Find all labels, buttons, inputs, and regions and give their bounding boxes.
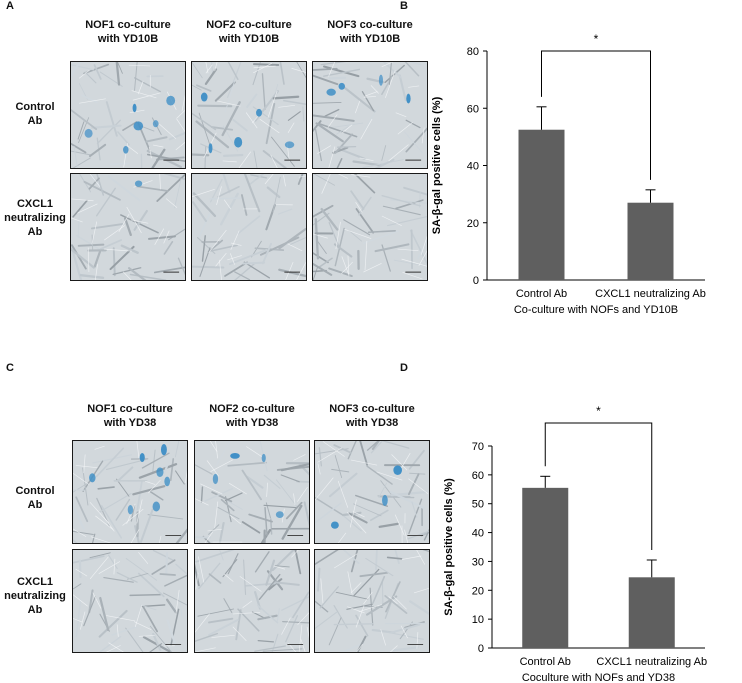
micrograph-texture (195, 441, 309, 543)
chart-b-significance-bracket (541, 50, 651, 180)
micrograph-texture (315, 550, 429, 652)
chart-b-x-axis-label: Co-culture with NOFs and YD10B (514, 304, 678, 316)
micrograph-c-control-nof3 (314, 440, 430, 544)
micrograph-texture (71, 174, 185, 280)
chart-d-significance-star: * (596, 404, 601, 418)
micrograph-a-control-nof1 (70, 61, 186, 169)
micrograph-c-cxcl1-nof2 (194, 549, 310, 653)
micrograph-a-control-nof3 (312, 61, 428, 169)
panel-c-row-header-cxcl1: CXCL1 neutralizing Ab (4, 576, 66, 616)
panel-c-row-header-control: Control Ab (15, 485, 55, 511)
chart-d-y-tick-label: 60 (472, 470, 484, 482)
chart-d-y-tick-label: 20 (472, 585, 484, 597)
micrograph-texture (71, 62, 185, 168)
chart-b-bar-1 (627, 202, 674, 280)
chart-d-significance-bracket (544, 422, 653, 550)
chart-b-y-tick-label: 40 (467, 161, 479, 173)
panel-letter-b: B (400, 0, 408, 12)
micrograph-c-control-nof2 (194, 440, 310, 544)
micrograph-texture (313, 174, 427, 280)
chart-d-y-tick-label: 10 (472, 614, 484, 626)
chart-b-y-tick-label: 20 (467, 218, 479, 230)
micrograph-texture (192, 174, 306, 280)
micrograph-texture (195, 550, 309, 652)
chart-d-category-label-0: Control Ab (520, 656, 571, 668)
chart-d-bar-0 (522, 487, 569, 648)
micrograph-c-cxcl1-nof3 (314, 549, 430, 653)
chart-b-y-tick-label: 0 (473, 275, 479, 287)
chart-d: 0 10 20 30 40 50 60 70 Control Ab CXCL1 neutraliz… (443, 404, 707, 683)
chart-d-bar-1 (628, 577, 675, 648)
panel-c-col-header-nof2: NOF2 co-culture with YD38 (209, 403, 295, 429)
chart-b-y-axis-label: SA-β-gal positive cells (%) (431, 96, 443, 234)
micrograph-texture (73, 550, 187, 652)
micrograph-a-cxcl1-nof3 (312, 173, 428, 281)
micrograph-texture (73, 441, 187, 543)
micrograph-c-control-nof1 (72, 440, 188, 544)
panel-c-col-header-nof3: NOF3 co-culture with YD38 (329, 403, 415, 429)
panel-letter-c: C (6, 362, 14, 374)
chart-d-y-tick-label: 0 (478, 643, 484, 655)
micrograph-texture (192, 62, 306, 168)
chart-b-y-tick-label: 80 (467, 46, 479, 58)
panel-a-row-header-control: Control Ab (15, 101, 55, 127)
panel-letter-d: D (400, 362, 408, 374)
chart-b-category-label-0: Control Ab (516, 288, 567, 300)
chart-b-significance-star: * (594, 32, 599, 46)
micrograph-texture (315, 441, 429, 543)
panel-a-row-header-cxcl1: CXCL1 neutralizing Ab (4, 198, 66, 238)
chart-b-category-label-1: CXCL1 neutralizing Ab (595, 288, 706, 300)
chart-d-category-label-1: CXCL1 neutralizing Ab (596, 656, 707, 668)
panel-a-col-header-nof1: NOF1 co-culture with YD10B (85, 19, 171, 45)
chart-d-y-tick-label: 30 (472, 556, 484, 568)
panel-a-col-header-nof3: NOF3 co-culture with YD10B (327, 19, 413, 45)
panel-letter-a: A (6, 0, 14, 12)
micrograph-a-control-nof2 (191, 61, 307, 169)
chart-d-y-tick-label: 40 (472, 528, 484, 540)
chart-b-bar-0 (518, 129, 565, 280)
micrograph-texture (313, 62, 427, 168)
chart-b-y-tick-label: 60 (467, 103, 479, 115)
chart-b: 0 20 40 60 80 Control Ab CXCL1 neutralizing Ab… (431, 32, 706, 316)
chart-d-y-tick-label: 50 (472, 499, 484, 511)
chart-d-y-tick-label: 70 (472, 441, 484, 453)
panel-a-col-header-nof2: NOF2 co-culture with YD10B (206, 19, 292, 45)
micrograph-c-cxcl1-nof1 (72, 549, 188, 653)
micrograph-a-cxcl1-nof2 (191, 173, 307, 281)
chart-d-x-axis-label: Coculture with NOFs and YD38 (522, 672, 675, 683)
chart-d-y-axis-label: SA-β-gal positive cells (%) (443, 478, 455, 616)
micrograph-a-cxcl1-nof1 (70, 173, 186, 281)
panel-c-col-header-nof1: NOF1 co-culture with YD38 (87, 403, 173, 429)
